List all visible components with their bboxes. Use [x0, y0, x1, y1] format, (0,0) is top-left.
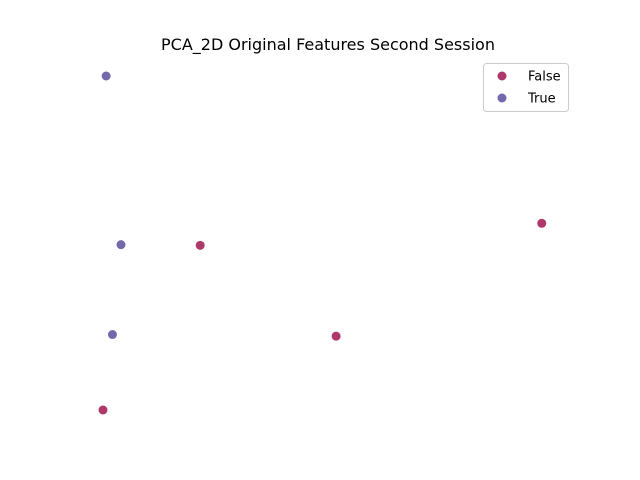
chart-title: PCA_2D Original Features Second Session [161, 35, 495, 55]
point-false-1 [537, 218, 547, 228]
point-false-3 [98, 405, 108, 415]
point-false-0 [195, 240, 205, 250]
legend-marker-false [497, 71, 507, 81]
legend: False True [483, 63, 569, 112]
point-true-2 [107, 330, 117, 340]
legend-label-true: True [527, 92, 556, 107]
point-true-0 [101, 71, 111, 81]
points-layer [98, 71, 547, 415]
point-true-1 [116, 240, 126, 250]
legend-label-false: False [528, 70, 561, 85]
legend-marker-true [497, 93, 507, 103]
point-false-2 [331, 331, 341, 341]
